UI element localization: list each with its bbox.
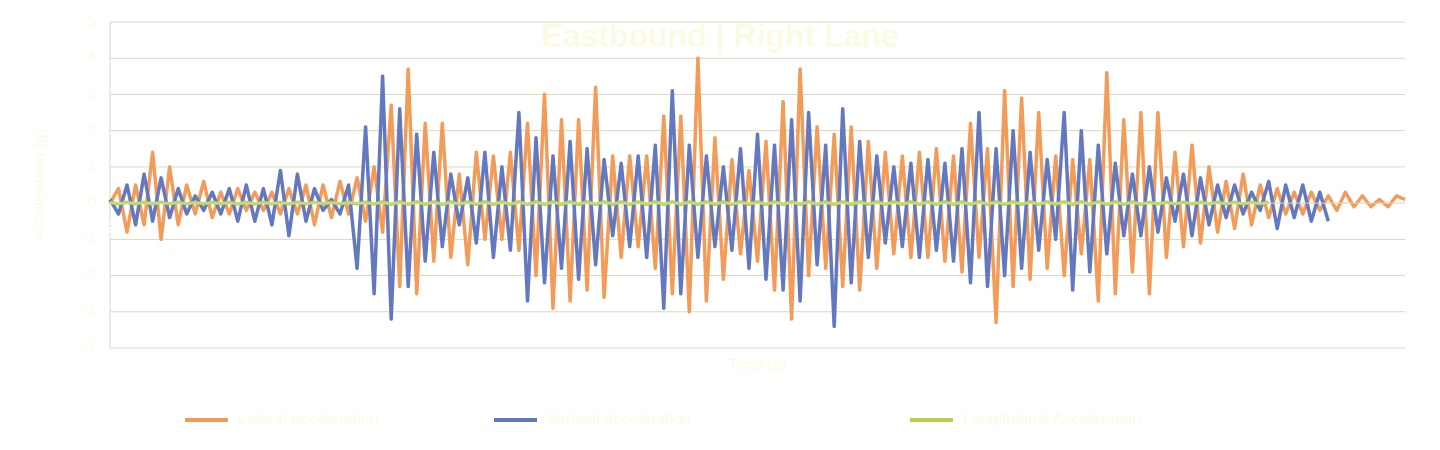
y-tick-label: 3 [88,85,96,102]
legend-label: Longitudinal Acceleration [963,411,1141,428]
x-tick-label: 7 [276,218,285,237]
series-line [108,56,1406,325]
y-tick-label: -2 [83,267,96,284]
chart-title: Eastbound | Right Lane [541,17,898,53]
x-tick-label: 32 [1123,218,1142,237]
x-tick-label: 37 [1293,218,1312,237]
x-axis-label: Time (s) [728,357,786,374]
y-tick-label: 2 [88,122,96,139]
y-tick-label: -4 [83,339,96,356]
y-tick-label: 1 [88,158,96,175]
legend-label: Lateral Acceleration [238,411,379,428]
legend-label: Vertical Acceleration [547,411,691,428]
y-tick-label: -1 [83,230,96,247]
y-tick-label: 5 [88,13,96,30]
y-axis-label: Acceleration (g) [31,129,48,241]
y-tick-label: 4 [88,49,96,66]
y-tick-label: 0 [88,194,96,211]
x-tick-label: 2 [105,218,114,237]
series-line [108,74,1330,329]
y-tick-label: -3 [83,303,96,320]
